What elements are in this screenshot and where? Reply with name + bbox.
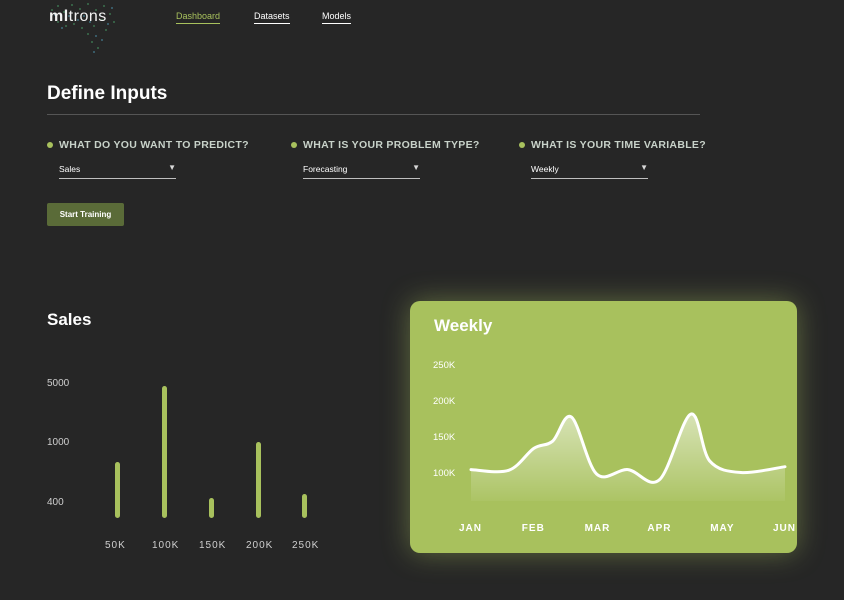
problem-type-field: WHAT IS YOUR PROBLEM TYPE? Forecasting ▼ xyxy=(291,139,480,179)
nav-models[interactable]: Models xyxy=(322,11,352,24)
predict-field: WHAT DO YOU WANT TO PREDICT? Sales ▼ xyxy=(47,139,249,179)
nav-dashboard[interactable]: Dashboard xyxy=(176,11,221,24)
start-training-button[interactable]: Start Training xyxy=(47,203,124,226)
y-tick-label: 400 xyxy=(47,497,64,508)
title-divider xyxy=(47,114,700,115)
predict-question: WHAT DO YOU WANT TO PREDICT? xyxy=(59,139,249,151)
bullet-icon xyxy=(291,142,297,148)
x-tick-label-feb: FEB xyxy=(521,523,545,534)
problem-type-select-value: Forecasting xyxy=(303,164,348,174)
x-tick-label: 250K xyxy=(292,540,320,551)
x-tick-label-mar: MAR xyxy=(584,523,611,534)
time-variable-select[interactable]: Weekly ▼ xyxy=(531,163,648,179)
predict-select[interactable]: Sales ▼ xyxy=(59,163,176,179)
x-tick-label-jan: JAN xyxy=(459,523,483,534)
brain-icon xyxy=(51,3,115,53)
x-tick-label-jun: JUN xyxy=(773,523,797,534)
weekly-series-line xyxy=(469,412,787,484)
logo-text-light: trons xyxy=(68,8,107,25)
bar-200k xyxy=(256,442,261,518)
x-tick-label-may: MAY xyxy=(710,523,735,534)
x-tick-label: 200K xyxy=(246,540,274,551)
y-tick-label: 150K xyxy=(433,432,456,443)
y-tick-label: 200K xyxy=(433,396,456,407)
sales-chart-title: Sales xyxy=(47,310,92,329)
x-tick-label: 100K xyxy=(152,540,180,551)
x-tick-label: 150K xyxy=(199,540,227,551)
predict-select-value: Sales xyxy=(59,164,81,174)
x-tick-label: 50K xyxy=(105,540,126,551)
time-variable-field: WHAT IS YOUR TIME VARIABLE? Weekly ▼ xyxy=(519,139,706,179)
weekly-chart-card: Weekly 250K 200K 150K 100K JAN FEB MAR APR M… xyxy=(410,301,797,553)
y-tick-label: 250K xyxy=(433,360,456,371)
weekly-area-fill xyxy=(471,413,785,501)
bar-50k xyxy=(115,462,120,518)
problem-type-question: WHAT IS YOUR PROBLEM TYPE? xyxy=(303,139,480,151)
bullet-icon xyxy=(519,142,525,148)
time-variable-select-value: Weekly xyxy=(531,164,559,174)
page-title: Define Inputs xyxy=(47,83,168,104)
problem-type-select[interactable]: Forecasting ▼ xyxy=(303,163,420,179)
y-tick-label: 100K xyxy=(433,468,456,479)
time-variable-question: WHAT IS YOUR TIME VARIABLE? xyxy=(531,139,706,151)
x-tick-label-apr: APR xyxy=(647,523,672,534)
bar-100k xyxy=(162,386,167,518)
logo-text-bold: ml xyxy=(49,8,69,25)
bullet-icon xyxy=(47,142,53,148)
caret-down-icon: ▼ xyxy=(640,163,648,172)
caret-down-icon: ▼ xyxy=(168,163,176,172)
bar-150k xyxy=(209,498,214,518)
weekly-chart-title: Weekly xyxy=(434,316,493,335)
logo[interactable]: mltrons xyxy=(44,0,124,58)
y-tick-label: 1000 xyxy=(47,437,70,448)
weekly-area-chart xyxy=(469,412,787,501)
bar-250k xyxy=(302,494,307,518)
y-tick-label: 5000 xyxy=(47,378,70,389)
nav-datasets[interactable]: Datasets xyxy=(254,11,290,24)
caret-down-icon: ▼ xyxy=(412,163,420,172)
